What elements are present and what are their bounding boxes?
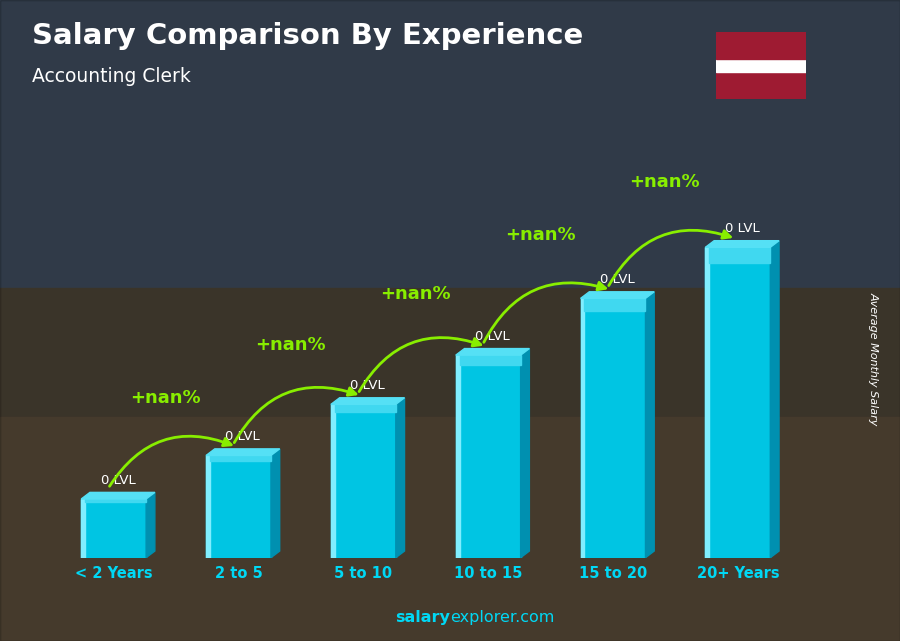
Text: +nan%: +nan% xyxy=(255,337,326,354)
Text: salary: salary xyxy=(395,610,450,625)
Bar xyxy=(0,417,900,641)
Bar xyxy=(716,72,806,99)
Polygon shape xyxy=(520,349,529,558)
Bar xyxy=(716,59,806,72)
Bar xyxy=(455,355,520,558)
Text: Average Monthly Salary: Average Monthly Salary xyxy=(868,292,878,426)
Text: 0 LVL: 0 LVL xyxy=(600,273,634,286)
Bar xyxy=(210,456,271,461)
Bar xyxy=(580,299,645,558)
Bar xyxy=(580,299,584,558)
Bar xyxy=(331,404,396,558)
Bar xyxy=(709,247,770,263)
Text: +nan%: +nan% xyxy=(380,285,451,303)
Bar xyxy=(331,404,335,558)
Polygon shape xyxy=(396,398,404,558)
Text: 0 LVL: 0 LVL xyxy=(226,430,260,443)
Text: +nan%: +nan% xyxy=(629,174,700,192)
Bar xyxy=(0,288,900,417)
Text: 0 LVL: 0 LVL xyxy=(350,379,385,392)
Polygon shape xyxy=(770,240,779,558)
Bar xyxy=(706,247,709,558)
Bar xyxy=(716,32,806,59)
Polygon shape xyxy=(81,492,155,499)
Text: explorer.com: explorer.com xyxy=(450,610,554,625)
Text: +nan%: +nan% xyxy=(130,389,201,407)
Polygon shape xyxy=(206,449,280,456)
Bar xyxy=(81,499,86,558)
Bar xyxy=(206,456,271,558)
Bar xyxy=(584,299,645,312)
Polygon shape xyxy=(455,349,529,355)
Polygon shape xyxy=(331,398,404,404)
Bar xyxy=(81,499,146,558)
Bar xyxy=(0,0,900,288)
Text: 0 LVL: 0 LVL xyxy=(475,330,510,343)
Bar xyxy=(335,404,396,412)
Bar xyxy=(86,499,146,502)
Text: Salary Comparison By Experience: Salary Comparison By Experience xyxy=(32,22,583,51)
Polygon shape xyxy=(645,292,654,558)
Text: 0 LVL: 0 LVL xyxy=(101,474,135,487)
Polygon shape xyxy=(271,449,280,558)
Polygon shape xyxy=(706,240,779,247)
Bar xyxy=(455,355,460,558)
Polygon shape xyxy=(146,492,155,558)
Text: 0 LVL: 0 LVL xyxy=(724,222,760,235)
Bar xyxy=(460,355,520,365)
Text: +nan%: +nan% xyxy=(505,226,575,244)
Polygon shape xyxy=(580,292,654,299)
Bar xyxy=(706,247,770,558)
Text: Accounting Clerk: Accounting Clerk xyxy=(32,67,191,87)
Bar xyxy=(206,456,210,558)
